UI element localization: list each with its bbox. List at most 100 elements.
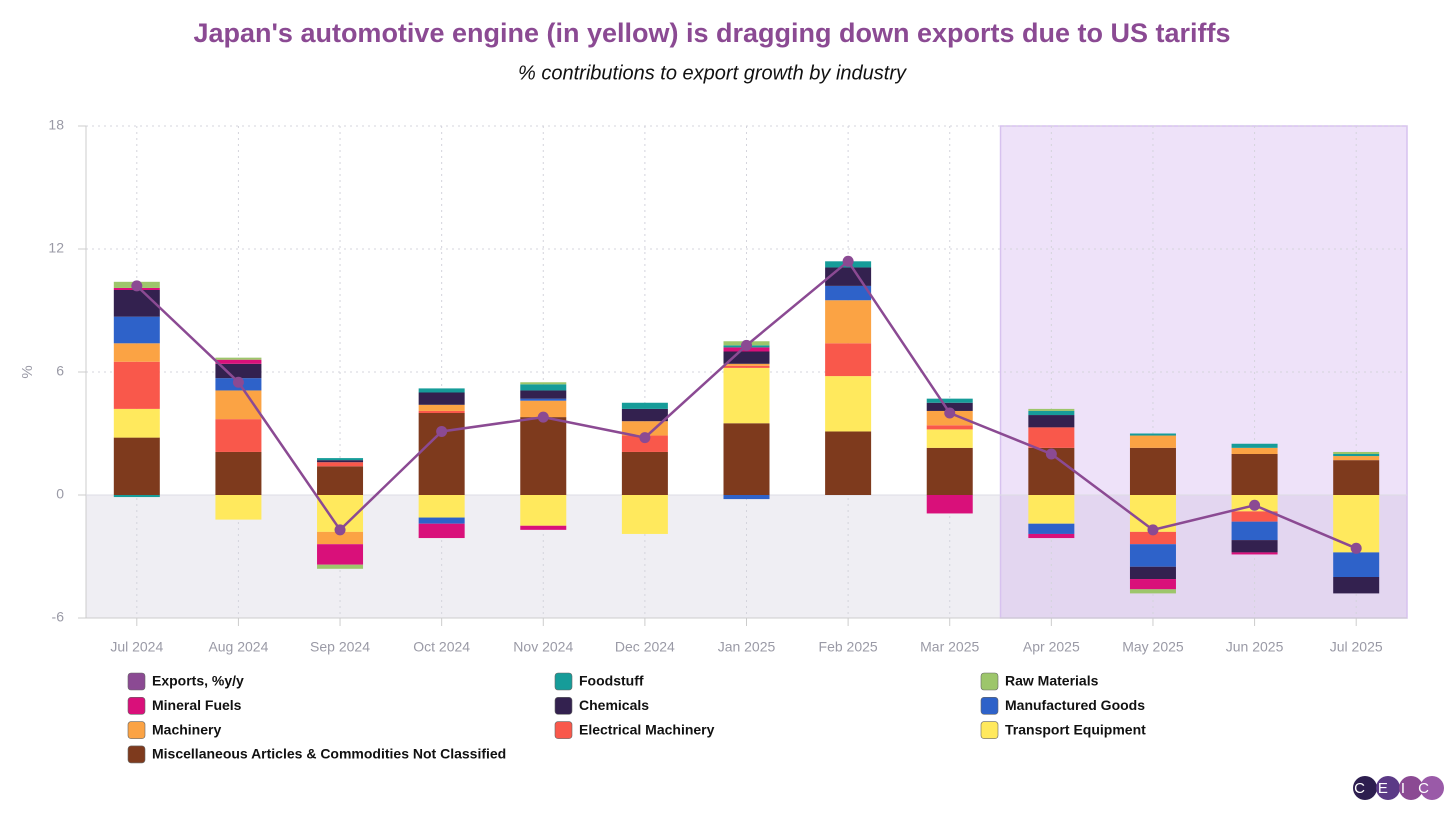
bar-segment <box>520 398 567 401</box>
legend-label: Miscellaneous Articles & Commodities Not… <box>152 746 506 762</box>
bar-segment <box>723 495 770 500</box>
bar-segment <box>1129 435 1176 448</box>
logo-dot <box>1420 776 1444 800</box>
x-tick-label: Jul 2025 <box>1330 639 1383 655</box>
bar-segment <box>418 523 465 539</box>
bar-segment <box>520 495 567 526</box>
x-tick-label: Jan 2025 <box>718 639 776 655</box>
negative-region <box>86 495 1407 618</box>
bar-segment <box>113 408 160 438</box>
line-marker <box>436 425 448 437</box>
bar-segment <box>1028 415 1075 428</box>
bar-segment <box>113 316 160 344</box>
bar-segment <box>926 402 973 411</box>
line-marker <box>842 255 854 267</box>
x-tick-label: Jul 2024 <box>110 639 163 655</box>
bar-segment <box>926 447 973 495</box>
bar-segment <box>317 462 364 467</box>
bar-segment <box>825 300 872 344</box>
y-tick-label: 12 <box>48 240 64 256</box>
bar-segment <box>1028 523 1075 534</box>
bar-segment <box>317 531 364 545</box>
line-marker <box>131 280 143 292</box>
bar-segment <box>113 290 160 317</box>
bar-segment <box>113 343 160 362</box>
bar-segment <box>621 402 668 409</box>
bar-segment <box>1333 451 1380 454</box>
bar-segment <box>520 390 567 399</box>
x-tick-label: Dec 2024 <box>615 639 675 655</box>
bar-segment <box>926 429 973 448</box>
bar-segment <box>113 495 160 498</box>
bar-segment <box>317 466 364 495</box>
bar-segment <box>926 495 973 514</box>
bar-segment <box>1129 544 1176 567</box>
x-tick-label: May 2025 <box>1122 639 1184 655</box>
bar-segment <box>1333 577 1380 594</box>
logo: CEIC <box>1353 776 1444 800</box>
bar-segment <box>317 564 364 569</box>
y-axis-label: % <box>19 365 36 378</box>
bar-segment <box>215 359 262 364</box>
bar-segment <box>825 431 872 495</box>
bar-segment <box>1231 552 1278 555</box>
line-marker <box>639 432 651 444</box>
bar-segment <box>317 458 364 461</box>
bar-segment <box>1231 443 1278 448</box>
x-tick-label: Nov 2024 <box>513 639 573 655</box>
bar-segment <box>1028 427 1075 448</box>
bar-segment <box>1028 410 1075 416</box>
bar-segment <box>1231 540 1278 553</box>
bar-segment <box>723 365 770 368</box>
bar-segment <box>1129 579 1176 590</box>
line-marker <box>1045 448 1057 460</box>
bar-segment <box>621 435 668 452</box>
x-tick-label: Mar 2025 <box>920 639 979 655</box>
bar-segment <box>723 363 770 366</box>
bar-segment <box>621 495 668 534</box>
bar-segment <box>113 437 160 495</box>
legend-label: Exports, %y/y <box>152 673 244 689</box>
bar-segment <box>1129 447 1176 495</box>
logo-dot <box>1353 776 1377 800</box>
y-tick-label: 0 <box>56 486 64 502</box>
bar-segment <box>825 285 872 301</box>
bar-segment <box>113 361 160 409</box>
legend-swatch <box>554 721 573 739</box>
legend-swatch <box>554 696 573 715</box>
bar-segment <box>215 363 262 379</box>
x-tick-label: Aug 2024 <box>208 639 268 655</box>
legend-label: Foodstuff <box>579 673 644 689</box>
legend-swatch <box>127 745 146 764</box>
x-tick-label: Oct 2024 <box>413 639 470 655</box>
bar-segment <box>723 351 770 364</box>
legend-swatch <box>127 721 146 739</box>
bar-segment <box>1129 433 1176 436</box>
bar-segment <box>825 343 872 377</box>
bar-segment <box>1231 447 1278 454</box>
x-tick-label: Jun 2025 <box>1226 639 1284 655</box>
bar-segment <box>418 413 465 495</box>
chart-title: Japan's automotive engine (in yellow) is… <box>193 18 1230 48</box>
bar-segment <box>215 495 262 520</box>
bar-segment <box>1333 552 1380 577</box>
bar-segment <box>520 384 567 391</box>
line-marker <box>1147 524 1159 536</box>
bar-segment <box>317 544 364 565</box>
bar-segment <box>1028 408 1075 411</box>
legend-label: Chemicals <box>579 697 649 713</box>
bar-segment <box>1231 521 1278 541</box>
bar-segment <box>723 423 770 495</box>
bar-segment <box>621 408 668 422</box>
line-marker <box>1350 542 1362 554</box>
bar-segment <box>1333 460 1380 495</box>
x-tick-label: Feb 2025 <box>819 639 878 655</box>
chart-subtitle: % contributions to export growth by indu… <box>518 62 907 84</box>
line-marker <box>334 524 346 536</box>
bar-segment <box>418 517 465 524</box>
legend-swatch <box>127 672 146 691</box>
logo-dot <box>1376 776 1400 800</box>
legend-swatch <box>980 721 999 739</box>
y-tick-label: 6 <box>56 363 64 379</box>
logo-text: CEIC <box>1354 780 1442 797</box>
